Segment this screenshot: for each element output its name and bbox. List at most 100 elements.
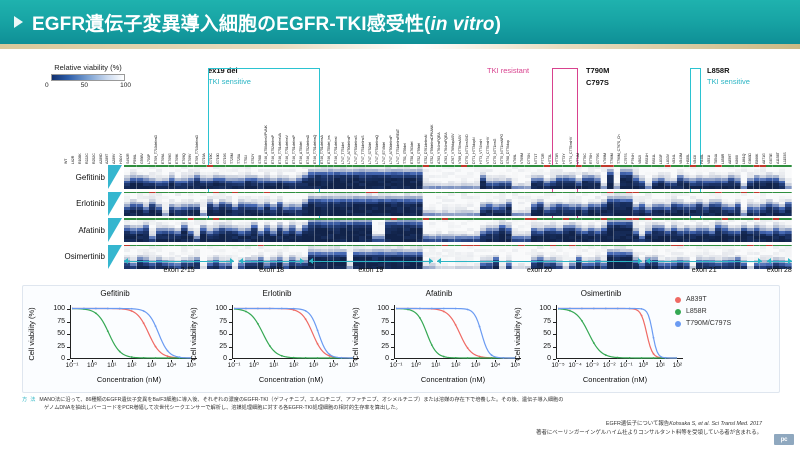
- heatmap-cell: [187, 218, 194, 242]
- exon-range-line: [437, 261, 642, 262]
- heatmap-cell: [594, 165, 601, 189]
- mutation-tick-label: E866K: [755, 153, 760, 164]
- heatmap-cell: [372, 191, 379, 216]
- chart-x-tick-label: 10⁰: [86, 362, 97, 369]
- exon-label: exon 28: [766, 267, 792, 274]
- heatmap-cell: [728, 218, 735, 242]
- heatmap-cell: [543, 191, 551, 216]
- heatmap-cell: [263, 218, 271, 242]
- heatmap-cell: [365, 218, 373, 242]
- heatmap-cell: [359, 191, 366, 216]
- heatmap-cell: [689, 165, 697, 189]
- heatmap-cell: [155, 191, 163, 216]
- colorbar-tick-100: 100: [120, 82, 131, 89]
- mutation-tick-label: A289V: [112, 153, 117, 164]
- heatmap-cell: [670, 218, 678, 242]
- heatmap-cell: [365, 191, 373, 216]
- heatmap-cell: [251, 165, 258, 189]
- heatmap-cell: [772, 165, 780, 189]
- chart-y-tick-mark: [67, 309, 70, 310]
- heatmap-cell: [613, 191, 621, 216]
- mutation-tick-label: T751_I759del: [402, 143, 407, 164]
- heatmap-cell: [168, 165, 175, 189]
- mutation-tick-label: G863D: [748, 153, 753, 164]
- chart-data-point: [142, 322, 145, 325]
- footnote-row: ゲノムDNAを抽出しバーコードをPCR増幅して次世代シークエンサーで解析し、溶媒…: [22, 404, 780, 412]
- heatmap-cell: [193, 244, 201, 269]
- heatmap-cell: [505, 165, 512, 189]
- chart-y-tick-label: 25: [543, 342, 551, 350]
- chart-series-line: [72, 307, 192, 359]
- heatmap-cell: [340, 191, 347, 216]
- mutation-tick-label: G598V: [140, 153, 145, 164]
- heatmap-cell: [174, 165, 182, 189]
- heatmap-cell: [232, 165, 239, 189]
- heatmap-cell: [441, 218, 449, 242]
- chart-x-tick-mark: [677, 359, 679, 362]
- heatmap-cell: [600, 191, 608, 216]
- chart-x-tick-label: 10³: [308, 362, 319, 369]
- heatmap-cell: [257, 165, 264, 189]
- heatmap-cell: [372, 165, 379, 189]
- exon-label: exon 20: [527, 267, 552, 274]
- heatmap-cell: [759, 165, 767, 189]
- chart-data-point: [268, 307, 271, 310]
- chart-data-point: [628, 307, 631, 310]
- chart-x-tick-label: 10⁵: [186, 362, 197, 369]
- mutation-tick-label: T790M_C797S_Ch: [617, 134, 622, 164]
- mutation-tick-label: E746_A750delinsVPVAIK: [264, 125, 269, 164]
- heatmap-cell: [410, 165, 417, 189]
- heatmap-cell: [607, 218, 614, 242]
- page-title-main: EGFR遺伝子変異導入細胞のEGFR-TKI感受性: [32, 13, 424, 35]
- heatmap-cell: [594, 218, 601, 242]
- chart-y-tick-label: 0: [547, 355, 551, 362]
- mutation-tick-label: E746_S752delinsD: [305, 134, 310, 164]
- chart-x-tick-label: 10⁻⁴: [568, 362, 582, 369]
- chart-data-point: [652, 336, 655, 339]
- heatmap-cell: [505, 191, 512, 216]
- heatmap-cell: [575, 191, 582, 216]
- heatmap-cell: [327, 165, 334, 189]
- heatmap-cell: [581, 218, 589, 242]
- heatmap-cell: [588, 191, 595, 216]
- heatmap-cell: [219, 165, 226, 189]
- heatmap-cell: [238, 218, 245, 242]
- heatmap-cell: [785, 191, 792, 216]
- heatmap-cell: [124, 218, 131, 242]
- heatmap-cell: [429, 191, 436, 216]
- heatmap-cell: [486, 165, 493, 189]
- heatmap-cell: [499, 191, 506, 216]
- chart-series-line: [558, 308, 678, 359]
- heatmap-cell: [378, 191, 385, 216]
- heatmap-cell: [715, 191, 722, 216]
- chart-data-point: [256, 307, 259, 310]
- mutation-tick-label: E709V: [188, 153, 193, 164]
- chart-data-point: [442, 310, 445, 313]
- mutation-tick-label: V769_D770insASV: [458, 134, 463, 164]
- chart-series-line: [558, 307, 678, 359]
- exon-label: exon 18: [259, 267, 285, 274]
- heatmap-cell: [740, 191, 748, 216]
- chart-x-axis-label: Concentration (nM): [420, 375, 486, 384]
- chart-x-tick-mark: [313, 359, 315, 362]
- mutation-tick-label: R108K: [77, 153, 82, 165]
- heatmap-cell: [740, 218, 748, 242]
- exon-label: exon 21: [691, 267, 717, 274]
- chart-data-point: [604, 354, 607, 356]
- chart-data-point: [640, 357, 643, 359]
- heatmap-cell: [689, 218, 697, 242]
- heatmap-cell: [327, 218, 334, 242]
- mutation-tick-label: E709_T710delinsD: [195, 135, 200, 164]
- heatmap-cell: [314, 165, 322, 189]
- heatmap-cell: [327, 191, 334, 216]
- dose-response-chart: Osimertinib Cell viability (%) 0 25 50 75 100 1…: [513, 289, 687, 391]
- mutation-tick-label: L1153S: [783, 152, 788, 164]
- heatmap-cell: [200, 218, 207, 242]
- chart-y-tick-label: 25: [57, 342, 65, 350]
- heatmap-cell: [174, 191, 182, 216]
- chart-x-tick-mark: [515, 359, 517, 362]
- chart-x-tick-label: 10⁴: [328, 362, 339, 369]
- chart-data-point: [430, 344, 433, 346]
- heatmap-cell: [181, 218, 188, 242]
- chart-y-axis: [70, 305, 71, 359]
